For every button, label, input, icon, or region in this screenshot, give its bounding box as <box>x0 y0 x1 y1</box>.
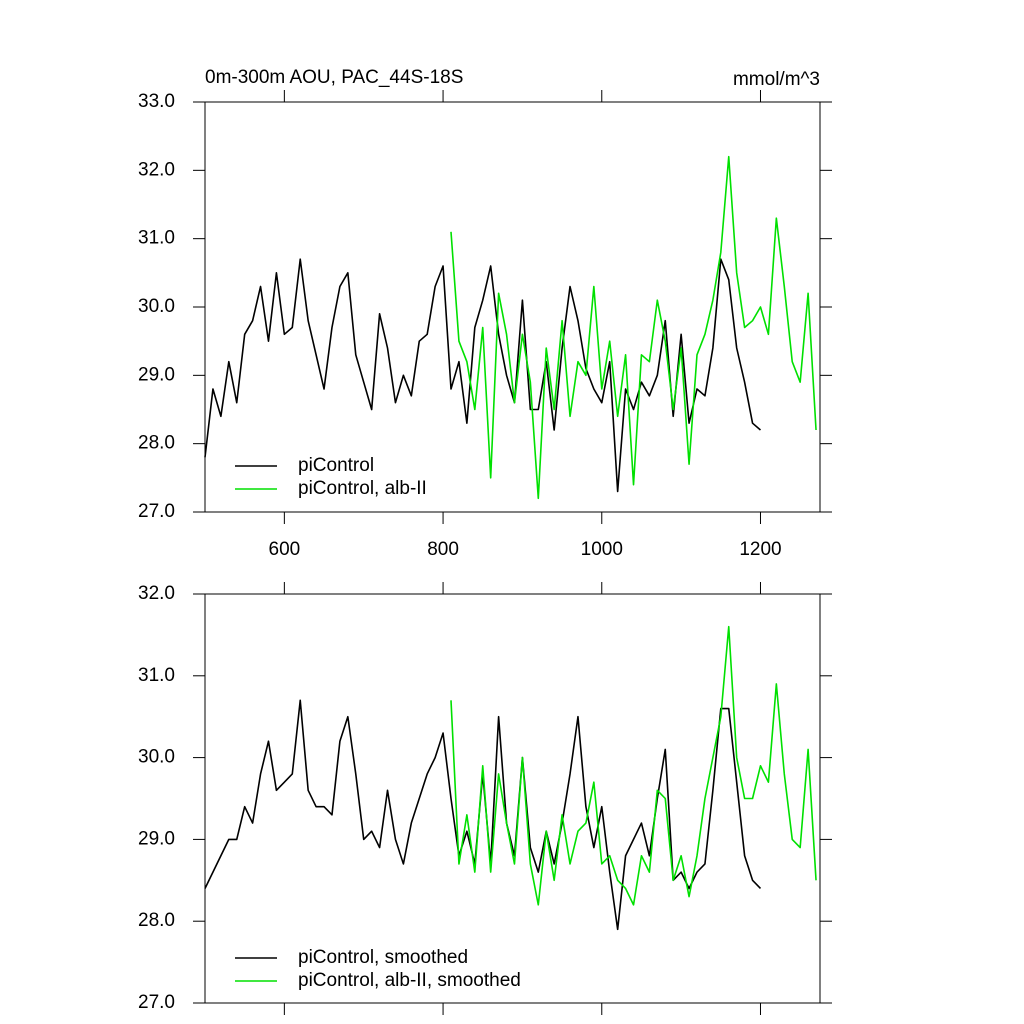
y-tick-label: 31.0 <box>138 228 175 249</box>
chart-title: 0m-300m AOU, PAC_44S-18S <box>205 67 463 88</box>
legend-label: piControl, smoothed <box>298 947 468 968</box>
x-tick-label: 600 <box>269 539 301 560</box>
series-line <box>204 258 762 493</box>
plot-frame <box>204 593 821 1004</box>
y-tick-label: 27.0 <box>138 501 175 522</box>
units-label: mmol/m^3 <box>733 69 820 90</box>
legend-label: piControl, alb-II <box>298 478 427 499</box>
x-tick-label: 1000 <box>581 539 623 560</box>
series-line <box>204 699 762 931</box>
legend-label: piControl <box>298 455 374 476</box>
y-tick-label: 30.0 <box>138 296 175 317</box>
legend-label: piControl, alb-II, smoothed <box>298 970 521 991</box>
y-tick-label: 32.0 <box>138 583 175 604</box>
y-tick-label: 33.0 <box>138 91 175 112</box>
y-tick-label: 32.0 <box>138 159 175 180</box>
y-tick-label: 27.0 <box>138 992 175 1013</box>
y-tick-label: 29.0 <box>138 364 175 385</box>
series-line <box>450 155 817 500</box>
y-tick-label: 28.0 <box>138 433 175 454</box>
y-tick-label: 28.0 <box>138 910 175 931</box>
y-tick-label: 30.0 <box>138 747 175 768</box>
x-tick-label: 800 <box>427 539 459 560</box>
x-tick-label: 1200 <box>739 539 781 560</box>
series-line <box>450 625 817 906</box>
y-tick-label: 29.0 <box>138 828 175 849</box>
y-tick-label: 31.0 <box>138 665 175 686</box>
